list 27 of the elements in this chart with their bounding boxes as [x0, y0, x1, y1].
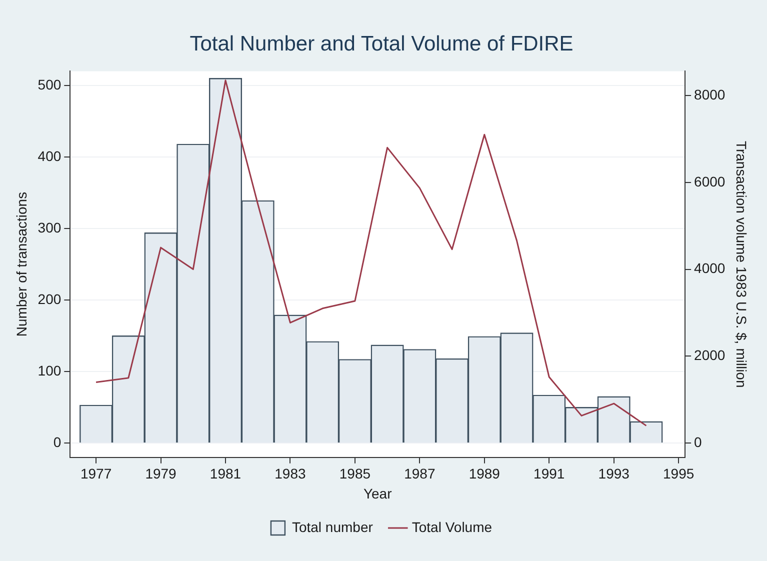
- x-tick-label: 1995: [663, 466, 694, 482]
- y2-tick-label: 6000: [694, 173, 726, 190]
- x-tick-label: 1983: [274, 466, 306, 482]
- y-axis-title: Number of transactions: [13, 192, 30, 337]
- y-tick-label: 500: [38, 76, 62, 92]
- x-tick-label: 1993: [598, 466, 630, 482]
- x-tick-label: 1979: [145, 466, 177, 482]
- chart-title: Total Number and Total Volume of FDIRE: [190, 32, 574, 56]
- y2-tick-label: 0: [694, 434, 702, 450]
- x-tick-label: 1977: [80, 466, 112, 482]
- y-tick-label: 0: [53, 434, 62, 450]
- x-tick-label: 1987: [404, 466, 436, 482]
- y-tick-label: 400: [38, 148, 62, 164]
- x-tick-label: 1985: [339, 466, 371, 482]
- y2-tick-label: 8000: [694, 86, 726, 102]
- x-tick-label: 1989: [468, 466, 500, 482]
- x-axis-title: Year: [363, 485, 392, 502]
- x-tick-label: 1981: [210, 466, 242, 482]
- y-tick-label: 100: [38, 362, 62, 378]
- y2-axis-title: Transaction volume 1983 U.S. $, million: [734, 140, 750, 388]
- x-tick-label: 1991: [534, 466, 565, 482]
- y2-tick-label: 4000: [694, 260, 726, 276]
- y-tick-label: 200: [38, 290, 62, 307]
- legend-label: Total number: [292, 518, 374, 535]
- y-tick-label: 300: [38, 219, 62, 236]
- legend-label: Total Volume: [412, 518, 492, 535]
- y2-tick-label: 2000: [694, 347, 726, 364]
